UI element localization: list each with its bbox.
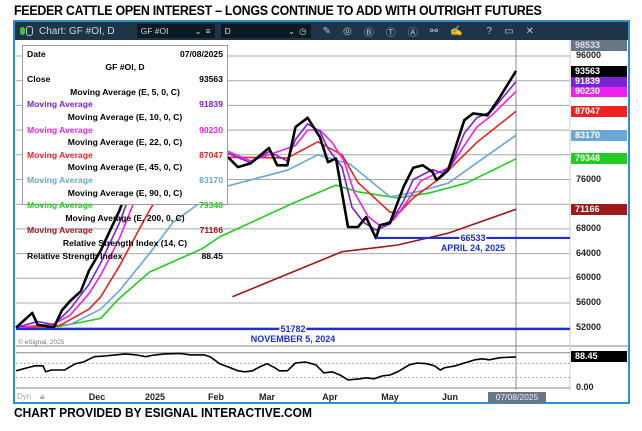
legend-symbol: GF #OI, D [105,61,145,72]
y-tick-label: 52000 [576,321,602,332]
legend-date-value: 07/08/2025 [179,49,223,59]
support-date-label: APRIL 24, 2025 [441,243,505,253]
series-line-ema-90 [15,158,517,330]
interval-value: D [224,26,231,36]
chart-toolbar: Chart: GF #OI, D GF #OI ⌄ ≡ D ⌄ ◷ ✎ ◎ Ⓑ Ⓣ Ⓐ … [15,22,628,40]
pencil-icon[interactable]: ✎ [322,25,331,37]
clock-icon[interactable]: ◷ [299,25,307,36]
close-icon[interactable]: ✕ [525,25,534,37]
legend-ma-value: 87047 [199,149,223,160]
interval-input[interactable]: D ⌄ ◷ [220,24,311,38]
status-dot-icon [20,26,33,36]
legend-ma-label: Moving Average [27,124,93,135]
x-tick-label: May [381,392,399,402]
series-line-ema-22 [15,110,517,329]
x-tick-label: Feb [207,392,225,402]
rsi-zero-label: 0.00 [576,382,594,392]
y-tick-label: 76000 [576,173,602,184]
chevron-down-icon[interactable]: ⌄ [288,25,296,36]
legend-ma-value: 91839 [199,99,223,110]
series-line-ema-5 [15,81,517,329]
legend-ma-header: Moving Average (E, 10, 0, C) [67,111,183,122]
y-tick-label: 68000 [576,222,602,233]
last-value-badge: 87047 [571,105,627,117]
legend-ma-value: 79348 [199,200,223,211]
last-value-badge: 79348 [571,153,627,165]
legend-close-label: Close [27,74,51,85]
symbol-input[interactable]: GF #OI ⌄ ≡ [136,24,215,38]
y-tick-label: 96000 [576,50,602,60]
dyn-toggle[interactable]: Dyn [17,392,32,401]
legend-ma-label: Moving Average [27,200,93,211]
last-value-badge: 71166 [571,203,627,215]
legend-date-label: Date [27,49,46,59]
y-axis-top-label: 98533 [571,40,627,51]
a-circle-icon[interactable]: Ⓐ [407,27,418,39]
legend-ma-header: Moving Average (E, 45, 0, C) [67,162,183,173]
y-tick-label: 64000 [576,247,602,258]
legend-ma-label: Moving Average [27,174,93,185]
window-icon[interactable]: ▭ [504,25,514,37]
legend-rsi-header: Relative Strength Index (14, C) [62,237,188,248]
y-tick-label: 60000 [576,272,602,283]
legend-rsi-label: Relative Strength Index [27,250,123,261]
legend-close-value: 93563 [199,74,223,85]
list-icon[interactable]: ≡ [205,26,211,36]
wave-icon[interactable]: ◎ [342,25,352,37]
edit-icon[interactable]: ✍ [450,25,463,37]
data-legend: Date 07/08/2025 GF #OI, D Close 93563 Movi… [22,45,228,261]
cursor-date-label: 07/08/2025 [488,392,546,403]
x-tick-label: Apr [322,392,338,402]
copyright-text: © eSignal, 2025 [18,339,65,346]
legend-ma-value: 71166 [199,225,223,236]
last-value-badge: 91839 [571,76,627,88]
chevron-down-icon[interactable]: ⌄ [194,25,202,36]
footer-credit: CHART PROVIDED BY ESIGNAL INTERACTIVE.CO… [14,405,312,420]
legend-ma-label: Moving Average [27,99,93,110]
y-tick-label: 56000 [576,297,602,307]
chart-label: Chart: GF #OI, D [39,25,115,37]
legend-ma-header: Moving Average (E, 5, 0, C) [70,86,180,97]
series-line-close [15,70,518,330]
help-icon[interactable]: ? [486,25,493,37]
legend-ma-label: Moving Average [27,225,93,236]
legend-ma-header: Moving Average (E, 22, 0, C) [67,137,183,148]
support-value-label: 51782 [280,324,305,334]
legend-ma-header: Moving Average (E, 90, 0, C) [67,187,183,198]
legend-ma-header: Moving Average (E, 200, 0, C) [65,212,185,223]
lock-icon[interactable]: 🔒︎ [40,391,45,401]
last-value-badge: 83170 [571,129,627,141]
rsi-value-badge: 88.45 [571,351,627,363]
x-tick-label: Mar [258,392,276,402]
last-value-badge: 93563 [571,65,627,77]
legend-ma-label: Moving Average [27,149,93,160]
x-tick-label: Jun [441,392,459,402]
symbol-value: GF #OI [140,26,169,36]
support-date-label: NOVEMBER 5, 2024 [251,334,336,344]
support-value-label: 66533 [460,233,485,243]
legend-rsi-value: 88.45 [201,250,223,261]
x-tick-label: 2025 [144,392,166,402]
t-circle-icon[interactable]: Ⓣ [385,27,396,39]
last-value-badge: 90230 [571,86,627,98]
rsi-line [15,352,517,381]
page-title: FEEDER CATTLE OPEN INTEREST – LONGS CONT… [14,3,542,18]
series-line-ema-200 [232,208,517,298]
series-line-ema-10 [15,91,517,329]
legend-ma-value: 90230 [199,124,223,135]
b-circle-icon[interactable]: Ⓑ [363,27,374,39]
legend-ma-value: 83170 [199,174,223,185]
x-tick-label: Dec [88,392,106,402]
link-icon[interactable]: ⚯ [429,25,439,37]
